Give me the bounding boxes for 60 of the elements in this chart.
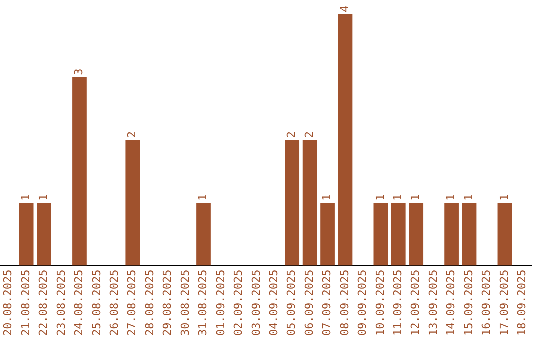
data-label: 2 bbox=[302, 132, 316, 138]
x-tick-label: 06.09.2025 bbox=[302, 270, 316, 336]
x-tick-label: 25.08.2025 bbox=[90, 270, 104, 336]
bar bbox=[72, 77, 87, 266]
x-tick-label: 31.08.2025 bbox=[196, 270, 210, 336]
bar bbox=[126, 140, 140, 266]
x-tick-label: 29.08.2025 bbox=[161, 270, 174, 336]
x-tick-label: 03.09.2025 bbox=[250, 270, 263, 336]
x-tick-label: 15.09.2025 bbox=[462, 270, 476, 336]
data-label: 1 bbox=[444, 194, 458, 201]
bar bbox=[338, 14, 353, 266]
bar bbox=[462, 202, 477, 266]
bar bbox=[444, 202, 459, 266]
bar bbox=[391, 202, 406, 266]
x-tick-label: 09.09.2025 bbox=[356, 270, 370, 336]
x-tick-label: 22.08.2025 bbox=[37, 270, 50, 336]
bar bbox=[320, 202, 335, 266]
data-label: 1 bbox=[409, 194, 422, 201]
data-label: 1 bbox=[196, 194, 210, 201]
data-label: 1 bbox=[320, 194, 334, 201]
data-label: 1 bbox=[37, 194, 50, 201]
x-tick-label: 12.09.2025 bbox=[409, 270, 422, 336]
data-label: 1 bbox=[374, 194, 387, 201]
x-tick-label: 10.09.2025 bbox=[374, 270, 387, 336]
data-label: 1 bbox=[498, 194, 511, 201]
bar bbox=[409, 202, 424, 266]
x-tick-label: 05.09.2025 bbox=[285, 270, 298, 336]
x-tick-label: 08.09.2025 bbox=[338, 270, 352, 336]
data-label: 2 bbox=[126, 132, 139, 138]
bar bbox=[302, 140, 318, 266]
bar bbox=[37, 202, 52, 266]
x-tick-label: 14.09.2025 bbox=[444, 270, 458, 336]
x-tick-label: 30.08.2025 bbox=[178, 270, 192, 336]
bar bbox=[196, 202, 211, 266]
x-tick-label: 17.09.2025 bbox=[498, 270, 511, 336]
x-tick-label: 04.09.2025 bbox=[267, 270, 280, 336]
x-tick-label: 27.08.2025 bbox=[126, 270, 139, 336]
data-label: 2 bbox=[285, 132, 298, 138]
x-tick-label: 21.08.2025 bbox=[19, 270, 32, 336]
x-tick-label: 26.08.2025 bbox=[108, 270, 122, 336]
x-tick-label: 07.09.2025 bbox=[320, 270, 334, 336]
x-tick-label: 11.09.2025 bbox=[392, 270, 405, 336]
bar bbox=[19, 202, 34, 266]
x-tick-label: 23.08.2025 bbox=[54, 270, 68, 336]
x-tick-label: 01.09.2025 bbox=[214, 270, 228, 336]
x-tick-label: 02.09.2025 bbox=[232, 270, 246, 336]
x-tick-label: 28.08.2025 bbox=[143, 270, 156, 336]
x-tick-label: 20.08.2025 bbox=[2, 270, 15, 336]
x-tick-label: 18.09.2025 bbox=[516, 270, 529, 336]
data-label: 4 bbox=[338, 6, 352, 13]
data-label: 1 bbox=[392, 194, 405, 201]
x-tick-label: 13.09.2025 bbox=[426, 270, 440, 336]
data-label: 1 bbox=[19, 194, 32, 201]
x-tick-label: 16.09.2025 bbox=[480, 270, 494, 336]
x-tick-label: 24.08.2025 bbox=[72, 270, 86, 336]
bar bbox=[374, 202, 388, 266]
bar bbox=[498, 202, 512, 266]
bar bbox=[285, 140, 300, 266]
data-label: 3 bbox=[72, 68, 86, 76]
data-label: 1 bbox=[462, 194, 476, 201]
